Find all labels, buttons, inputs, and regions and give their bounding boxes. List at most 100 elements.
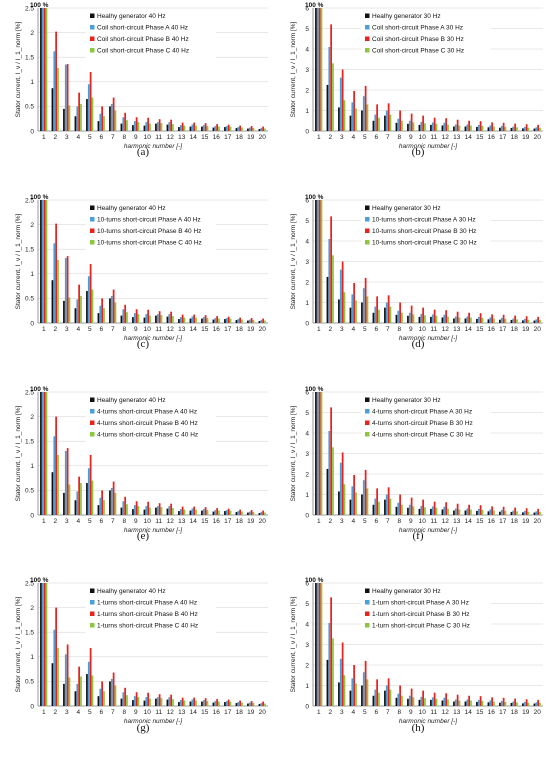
x-tick-label: 20	[534, 709, 542, 716]
bar	[237, 702, 240, 706]
bar	[258, 513, 261, 515]
bar	[172, 316, 174, 323]
x-tick-label: 13	[178, 134, 186, 141]
bar	[522, 703, 524, 706]
bar	[385, 302, 388, 323]
bar	[493, 701, 495, 706]
x-tick-label: 8	[397, 134, 401, 141]
bar	[112, 97, 115, 131]
bar	[481, 700, 484, 707]
bar	[512, 510, 515, 515]
bar	[97, 121, 100, 131]
bar	[479, 696, 482, 706]
bar	[424, 123, 426, 131]
bar	[504, 126, 507, 131]
bar	[316, 392, 319, 515]
bar	[227, 124, 230, 131]
x-tick-label: 20	[534, 518, 542, 525]
y-tick-label: 1	[30, 463, 34, 470]
bar	[510, 127, 513, 131]
legend-swatch	[365, 409, 370, 414]
bar	[206, 510, 209, 515]
bar	[41, 583, 44, 706]
bar	[468, 312, 470, 323]
bar	[64, 654, 67, 706]
bar	[468, 504, 470, 515]
top-value-label: 100 %	[305, 2, 324, 9]
bar	[431, 122, 434, 131]
bar	[330, 407, 332, 516]
x-tick-label: 9	[409, 134, 413, 141]
bar	[499, 127, 501, 131]
x-tick-label: 11	[155, 709, 162, 716]
bar	[247, 128, 249, 131]
bar	[341, 69, 344, 131]
panel-letter: (e)	[137, 530, 150, 542]
bar	[361, 110, 363, 131]
bar	[241, 319, 243, 323]
bar	[109, 490, 111, 515]
x-tick-label: 12	[442, 134, 450, 141]
bar	[351, 486, 354, 515]
bar	[112, 672, 115, 706]
bar	[330, 24, 332, 131]
bar	[499, 319, 501, 323]
x-tick-label: 2	[53, 518, 57, 525]
bar	[470, 125, 472, 131]
x-tick-label: 13	[178, 709, 186, 716]
bar	[206, 126, 209, 131]
bar	[168, 314, 171, 323]
x-tick-label: 12	[167, 709, 175, 716]
bar	[458, 700, 461, 706]
x-tick-label: 8	[122, 326, 126, 333]
bar	[183, 700, 186, 706]
x-tick-label: 14	[465, 326, 473, 333]
bar	[533, 320, 536, 323]
bar	[158, 694, 161, 706]
bar	[132, 317, 134, 323]
bar	[227, 699, 230, 706]
bar	[147, 501, 149, 515]
bar	[239, 317, 241, 323]
bar	[316, 583, 319, 706]
bar	[101, 298, 103, 323]
y-tick-label: 0.5	[25, 296, 34, 303]
bar	[516, 511, 518, 515]
bar	[87, 661, 90, 706]
bar	[343, 292, 346, 323]
bar	[454, 316, 457, 323]
bar	[137, 314, 140, 323]
bar	[399, 302, 401, 323]
chart-panel: 00.511.522.51 2 3 4 5 6 7 8 9 10 11 12 13 14 15 16 17 18 1…	[15, 194, 268, 350]
x-tick-label: 13	[178, 326, 186, 333]
bar	[172, 508, 174, 515]
bar	[87, 84, 90, 131]
bar	[353, 283, 355, 323]
bar	[401, 504, 403, 515]
bar	[248, 127, 251, 131]
x-tick-label: 10	[419, 134, 427, 141]
bar	[355, 683, 357, 706]
legend-label: Healhy generator 30 Hz	[372, 588, 441, 595]
bar	[86, 291, 88, 323]
bar	[122, 117, 125, 131]
bar	[447, 124, 449, 131]
bar	[339, 462, 342, 515]
bar	[355, 300, 357, 323]
bar	[147, 692, 149, 706]
bar	[78, 284, 80, 323]
bar	[374, 114, 377, 131]
bar	[476, 701, 478, 706]
x-tick-label: 1	[42, 134, 46, 141]
bar	[57, 68, 59, 131]
bar	[539, 702, 541, 706]
bar	[384, 307, 386, 324]
y-tick-label: 1	[30, 79, 34, 86]
bar	[372, 695, 375, 706]
bar	[351, 102, 354, 131]
x-tick-label: 13	[453, 326, 461, 333]
x-tick-label: 4	[351, 326, 355, 333]
bar	[447, 508, 449, 515]
bar	[137, 697, 140, 706]
bar	[120, 315, 123, 323]
